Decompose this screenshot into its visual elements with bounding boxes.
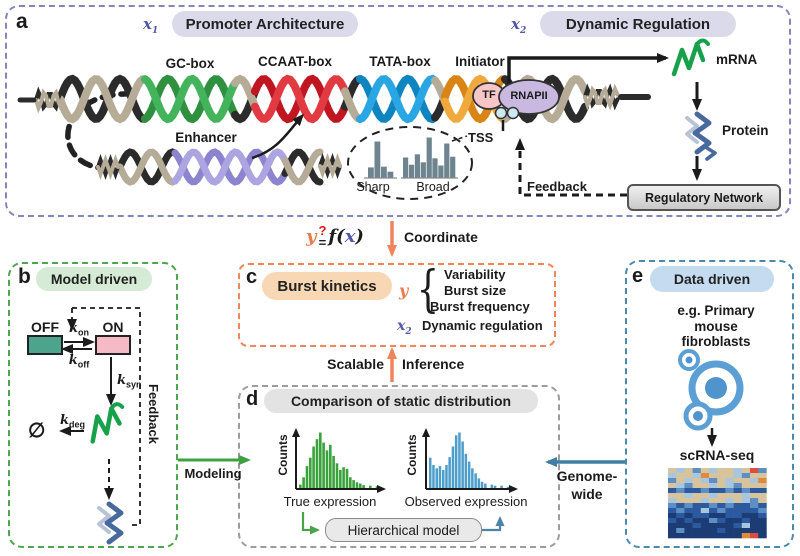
panel-d-label: d [246, 388, 259, 410]
k-on-label: kon [68, 321, 89, 338]
k-deg-label: kdeg [60, 413, 86, 430]
feedback-label-a: Feedback [527, 179, 587, 194]
burst-frequency-item: Burst frequency [430, 299, 530, 314]
genome-wide-label-line1: Genome- [556, 468, 618, 484]
feedback-label-b: Feedback [146, 384, 161, 444]
scrna-seq-label: scRNA-seq [679, 447, 755, 463]
formula-y: y [306, 226, 317, 247]
panel-e-label: e [632, 265, 644, 287]
modeling-label: Modeling [184, 466, 242, 481]
fibroblasts-text-line2: mouse [694, 319, 738, 334]
observed-expression-label: Observed expression [404, 494, 528, 509]
y-equals-fx-formula: y ? = f(x) [306, 223, 364, 250]
gc-box-label: GC-box [165, 56, 215, 71]
panel-e-data-driven [625, 260, 794, 548]
k-syn-label: ksyn [117, 373, 142, 390]
panel-b-label: b [18, 265, 31, 288]
burst-kinetics-pill: Burst kinetics [262, 272, 392, 300]
model-driven-pill: Model driven [36, 267, 152, 291]
coordinate-label: Coordinate [404, 229, 478, 245]
k-off-label: koff [68, 353, 90, 370]
x2-burst-symbol: x2 [397, 318, 412, 337]
promoter-architecture-pill: Promoter Architecture [172, 11, 358, 37]
scalable-label: Scalable [327, 356, 384, 372]
panel-d-comparison [238, 385, 560, 548]
inference-label: Inference [402, 356, 465, 372]
regulatory-network-box: Regulatory Network [627, 184, 781, 211]
rnapii-label: RNAPII [510, 90, 548, 102]
comparison-pill: Comparison of static distribution [264, 389, 538, 413]
tss-label: TSS [468, 130, 494, 145]
panel-b-model-driven [8, 262, 178, 548]
burst-size-item: Burst size [444, 283, 507, 298]
panel-a-label: a [16, 10, 28, 33]
phi-degradation-symbol: ∅ [28, 420, 46, 442]
off-label: OFF [31, 319, 59, 335]
hierarchical-model-box: Hierarchical model [325, 518, 482, 542]
counts-axis-label-observed: Counts [405, 434, 419, 476]
on-label: ON [102, 319, 124, 335]
x2-symbol: x2 [511, 15, 527, 36]
counts-axis-label-true: Counts [276, 434, 290, 476]
curly-brace: { [416, 260, 440, 318]
initiator-label: Initiator [455, 54, 505, 69]
variability-item: Variability [444, 267, 506, 282]
mrna-label: mRNA [716, 52, 758, 67]
true-expression-label: True expression [283, 494, 377, 509]
formula-f: f( [328, 226, 345, 247]
panel-c-label: c [246, 266, 258, 288]
data-driven-pill: Data driven [650, 266, 774, 292]
tf-label: TF [482, 89, 496, 101]
panel-c-burst-kinetics [238, 263, 556, 347]
genome-wide-label-line2: wide [571, 486, 603, 502]
fibroblasts-text-line3: fibroblasts [681, 334, 751, 349]
x1-symbol: x1 [143, 15, 159, 36]
tata-box-label: TATA-box [369, 54, 431, 69]
sharp-label: Sharp [356, 180, 390, 194]
broad-label: Broad [416, 180, 450, 194]
y-burst-symbol: y [399, 281, 409, 300]
questioned-equals: ? = [318, 223, 327, 250]
fibroblasts-text-line1: e.g. Primary [677, 303, 755, 318]
dynamic-regulation-pill: Dynamic Regulation [540, 11, 736, 37]
enhancer-label: Enhancer [175, 130, 237, 145]
protein-label: Protein [722, 123, 769, 138]
panel-a-promoter-architecture [5, 5, 791, 217]
dynamic-regulation-item: Dynamic regulation [422, 318, 543, 333]
ccaat-box-label: CCAAT-box [258, 54, 332, 69]
